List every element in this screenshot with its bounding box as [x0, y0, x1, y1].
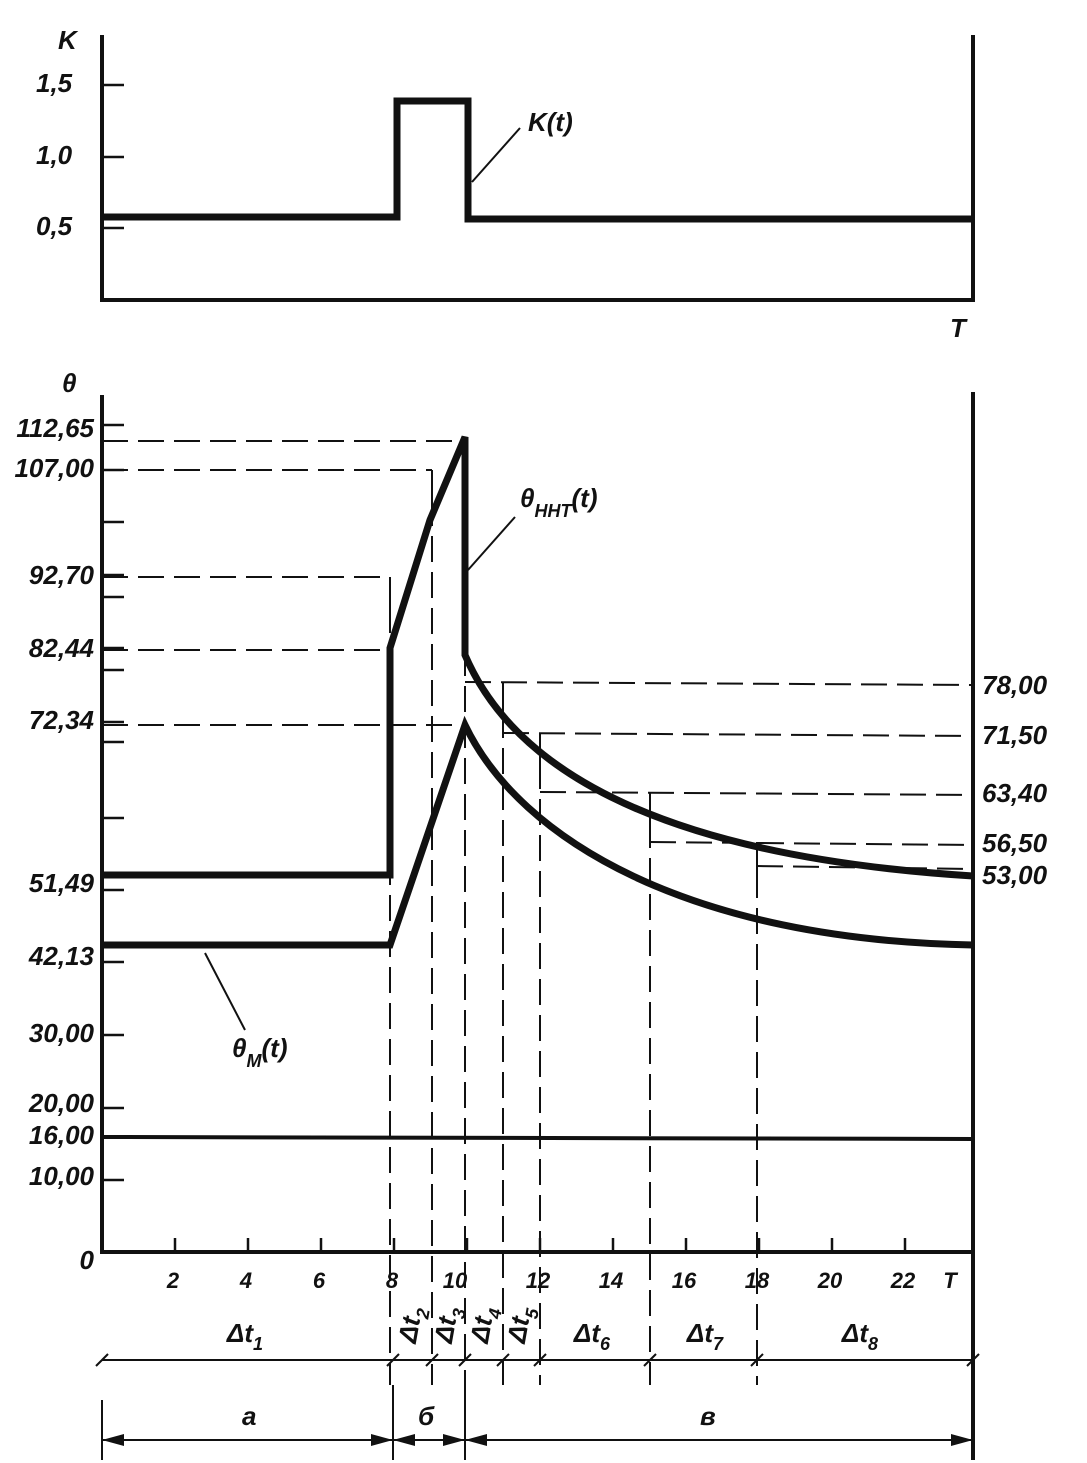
x-tick-label: 2: [166, 1268, 180, 1293]
bottom-axes: [100, 392, 975, 1460]
label-part: 7: [713, 1334, 724, 1354]
interval-mark: [425, 1353, 439, 1367]
interval-mark: [750, 1353, 764, 1367]
y-tick-label: 78,00: [982, 670, 1048, 700]
y-tick-label: 107,00: [14, 453, 94, 483]
y-tick-label: 16,00: [29, 1120, 95, 1150]
curve-label: K(t): [528, 107, 573, 137]
bottom-chart: θННТ(t) θМ(t) θ а б в 112,65107,0092,708…: [14, 368, 1048, 1460]
y-tick-label: 71,50: [982, 720, 1048, 750]
x-tick-label: 16: [672, 1268, 697, 1293]
y-tick-label: 72,34: [29, 705, 95, 735]
y-tick-label: 0,5: [36, 211, 73, 241]
interval-label: Δt1: [226, 1318, 263, 1354]
x-tick-label: 20: [817, 1268, 843, 1293]
x-tick-label: 12: [526, 1268, 551, 1293]
x-tick-label: 6: [313, 1268, 326, 1293]
interval-label: Δt2: [392, 1304, 434, 1347]
y-tick-label: 30,00: [29, 1018, 95, 1048]
y-tick-label: 20,00: [28, 1088, 95, 1118]
ambient-line: [101, 1135, 974, 1141]
label-part: 4: [484, 1307, 506, 1321]
x-tick-label: 22: [890, 1268, 916, 1293]
interval-label: Δt5: [501, 1303, 543, 1347]
guide-line: [756, 865, 974, 870]
y-tick-label: 92,70: [29, 560, 95, 590]
label-part: 5: [521, 1306, 543, 1320]
leader: [471, 127, 521, 183]
k-curve: [102, 97, 973, 223]
top-axes: [100, 35, 975, 302]
leader: [204, 952, 246, 1031]
label-part: 2: [412, 1307, 434, 1321]
y-tick-label: 1,5: [36, 68, 73, 98]
x-tick-label: 18: [745, 1268, 770, 1293]
interval-label: Δt7: [686, 1318, 724, 1354]
interval-label: Δt3: [428, 1304, 470, 1347]
label-part: ННТ: [535, 501, 574, 521]
y-tick-label: 42,13: [28, 941, 95, 971]
y-axis-label: K: [58, 25, 79, 55]
y-tick-label: 82,44: [29, 633, 95, 663]
label-part: 1: [253, 1334, 263, 1354]
label-part: θ: [520, 483, 535, 513]
label-part: 3: [448, 1307, 469, 1320]
y-tick-label: 112,65: [16, 413, 94, 443]
y-tick-label: 1,0: [36, 140, 73, 170]
leader: [467, 516, 516, 571]
phase-label: в: [700, 1401, 716, 1431]
y-tick-label: 51,49: [29, 868, 95, 898]
label-part: (t): [262, 1033, 288, 1063]
y-tick-label: 63,40: [982, 778, 1048, 808]
interval-mark: [95, 1353, 109, 1367]
interval-mark: [533, 1353, 547, 1367]
interval-mark: [643, 1353, 657, 1367]
label-part: Δt: [226, 1318, 254, 1348]
y-tick-label: 10,00: [29, 1161, 95, 1191]
x-tick-label: 4: [239, 1268, 252, 1293]
label-part: 6: [600, 1334, 611, 1354]
phase-label: а: [242, 1401, 256, 1431]
phase-label: б: [418, 1401, 435, 1431]
guide-line: [649, 841, 974, 846]
label-part: Δt: [686, 1318, 714, 1348]
x-tick-label: 10: [443, 1268, 468, 1293]
phase-bounds: [101, 1385, 466, 1460]
y-tick-label: 0: [80, 1245, 95, 1275]
curve-label: θННТ(t): [520, 483, 597, 521]
label-part: Δt: [573, 1318, 601, 1348]
interval-mark: [496, 1353, 510, 1367]
guide-line: [502, 732, 974, 737]
y-tick-label: 56,50: [982, 828, 1048, 858]
interval-label: Δt6: [573, 1318, 611, 1354]
interval-mark: [386, 1353, 400, 1367]
guide-line: [539, 791, 974, 796]
curve-label: θМ(t): [232, 1033, 287, 1071]
top-chart: K 1,5 1,0 0,5 K(t) T: [36, 25, 975, 343]
x-tick-label: T: [943, 1268, 958, 1293]
guide-line: [464, 681, 974, 686]
x-tick-label: 14: [599, 1268, 623, 1293]
interval-mark: [966, 1353, 980, 1367]
y-tick-label: 53,00: [982, 860, 1048, 890]
label-part: Δt: [841, 1318, 869, 1348]
interval-label: Δt8: [841, 1318, 878, 1354]
interval-mark: [458, 1353, 472, 1367]
lower-curve: [102, 715, 974, 949]
x-axis-label: T: [950, 313, 968, 343]
label-part: 8: [868, 1334, 878, 1354]
x-tick-label: 8: [386, 1268, 399, 1293]
label-part: (t): [572, 483, 598, 513]
interval-label: Δt4: [464, 1304, 506, 1347]
label-part: М: [247, 1051, 263, 1071]
y-axis-label: θ: [62, 368, 77, 398]
label-part: θ: [232, 1033, 247, 1063]
